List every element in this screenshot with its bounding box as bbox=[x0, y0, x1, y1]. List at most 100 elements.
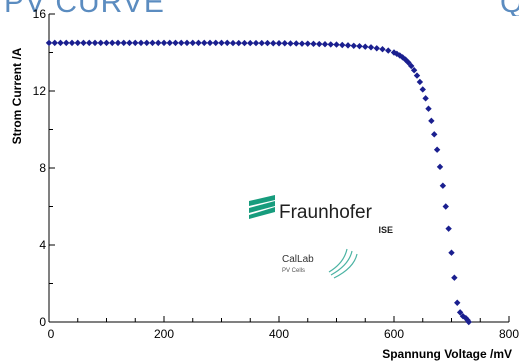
axis-titles: Spannung Voltage /mV Strom Current /A bbox=[10, 47, 512, 361]
y-tick-label: 0 bbox=[39, 315, 46, 329]
data-point bbox=[86, 39, 93, 47]
data-point bbox=[396, 52, 403, 59]
data-point bbox=[143, 39, 150, 47]
data-point bbox=[160, 39, 168, 47]
y-tick-label: 12 bbox=[33, 84, 47, 98]
data-point bbox=[183, 39, 191, 47]
data-point bbox=[126, 39, 133, 47]
data-point bbox=[68, 39, 76, 47]
data-point bbox=[379, 46, 386, 53]
x-tick-label: 600 bbox=[384, 327, 404, 341]
x-tick-label: 200 bbox=[154, 327, 174, 341]
axis-tick-labels: 0 200 400 600 800 0 4 8 12 16 bbox=[33, 7, 519, 341]
data-point bbox=[114, 39, 122, 47]
data-point bbox=[304, 40, 311, 47]
data-point bbox=[252, 39, 260, 47]
slide-title-text: PV CURVE bbox=[4, 0, 165, 16]
slide-title-trailing: Q bbox=[500, 0, 519, 16]
x-tick-label: 800 bbox=[499, 327, 519, 341]
data-point bbox=[74, 39, 81, 47]
data-point bbox=[287, 40, 294, 47]
data-point bbox=[456, 309, 464, 316]
data-point bbox=[310, 40, 317, 48]
data-point bbox=[229, 39, 237, 47]
data-point bbox=[201, 39, 208, 47]
data-point bbox=[80, 39, 87, 47]
fraunhofer-logo: Fraunhofer ISE bbox=[249, 195, 393, 235]
data-point bbox=[247, 39, 254, 47]
data-point bbox=[155, 39, 162, 47]
data-point bbox=[439, 182, 447, 189]
data-point bbox=[356, 42, 363, 50]
data-point bbox=[327, 41, 334, 48]
data-point bbox=[451, 274, 458, 281]
data-point bbox=[166, 39, 173, 47]
data-point bbox=[97, 39, 104, 47]
data-point bbox=[91, 39, 99, 47]
data-point bbox=[235, 39, 242, 47]
data-point bbox=[350, 42, 357, 49]
data-point bbox=[132, 39, 139, 47]
data-point bbox=[339, 41, 346, 49]
data-point bbox=[206, 39, 214, 47]
data-point bbox=[195, 39, 202, 47]
data-point bbox=[436, 163, 444, 171]
data-point bbox=[419, 86, 426, 93]
data-point bbox=[241, 39, 248, 47]
data-point bbox=[149, 39, 156, 47]
callab-name: CalLab bbox=[282, 254, 314, 265]
data-point bbox=[293, 40, 300, 47]
callab-subtitle: PV Cells bbox=[282, 268, 305, 274]
x-axis-title: Spannung Voltage /mV bbox=[382, 347, 512, 361]
slide-title: PV CURVE Q bbox=[0, 0, 519, 16]
data-point bbox=[425, 105, 432, 112]
data-point bbox=[264, 39, 271, 47]
data-point bbox=[103, 39, 110, 47]
data-point bbox=[465, 318, 472, 326]
data-point bbox=[281, 40, 288, 47]
fraunhofer-mark-icon bbox=[249, 195, 275, 219]
data-point bbox=[422, 95, 429, 102]
data-point bbox=[258, 39, 265, 47]
data-series bbox=[45, 39, 472, 326]
y-axis-title: Strom Current /A bbox=[10, 47, 24, 144]
data-point bbox=[433, 146, 441, 153]
data-point bbox=[51, 39, 58, 47]
data-point bbox=[218, 39, 225, 47]
data-point bbox=[316, 40, 323, 48]
data-point bbox=[333, 41, 340, 48]
x-tick-label: 400 bbox=[269, 327, 289, 341]
data-point bbox=[178, 39, 185, 47]
data-point bbox=[373, 45, 380, 52]
data-point bbox=[270, 40, 277, 47]
callab-logo: CalLab PV Cells bbox=[282, 248, 358, 279]
logos: Fraunhofer ISE CalLab PV Cells bbox=[249, 195, 393, 279]
data-point bbox=[448, 249, 455, 256]
y-tick-label: 8 bbox=[39, 161, 46, 175]
data-point bbox=[321, 41, 329, 48]
data-point bbox=[172, 39, 179, 47]
data-point bbox=[442, 203, 449, 210]
data-point bbox=[362, 43, 369, 50]
data-point bbox=[63, 39, 70, 47]
data-point bbox=[45, 39, 53, 47]
data-point bbox=[367, 44, 375, 51]
x-tick-label: 0 bbox=[48, 327, 55, 341]
data-point bbox=[57, 39, 64, 47]
data-point bbox=[405, 59, 412, 66]
axis-ticks bbox=[48, 13, 510, 323]
y-tick-label: 4 bbox=[39, 238, 46, 252]
data-point bbox=[298, 40, 306, 47]
data-point bbox=[431, 131, 438, 138]
data-point bbox=[393, 50, 401, 58]
data-point bbox=[445, 225, 452, 232]
data-point bbox=[344, 42, 352, 49]
data-point bbox=[385, 47, 392, 54]
data-point bbox=[454, 299, 461, 306]
data-point bbox=[137, 39, 145, 47]
data-point bbox=[410, 67, 418, 74]
callab-swoosh-icon bbox=[328, 248, 358, 279]
data-point bbox=[109, 39, 116, 47]
data-point bbox=[275, 40, 283, 47]
